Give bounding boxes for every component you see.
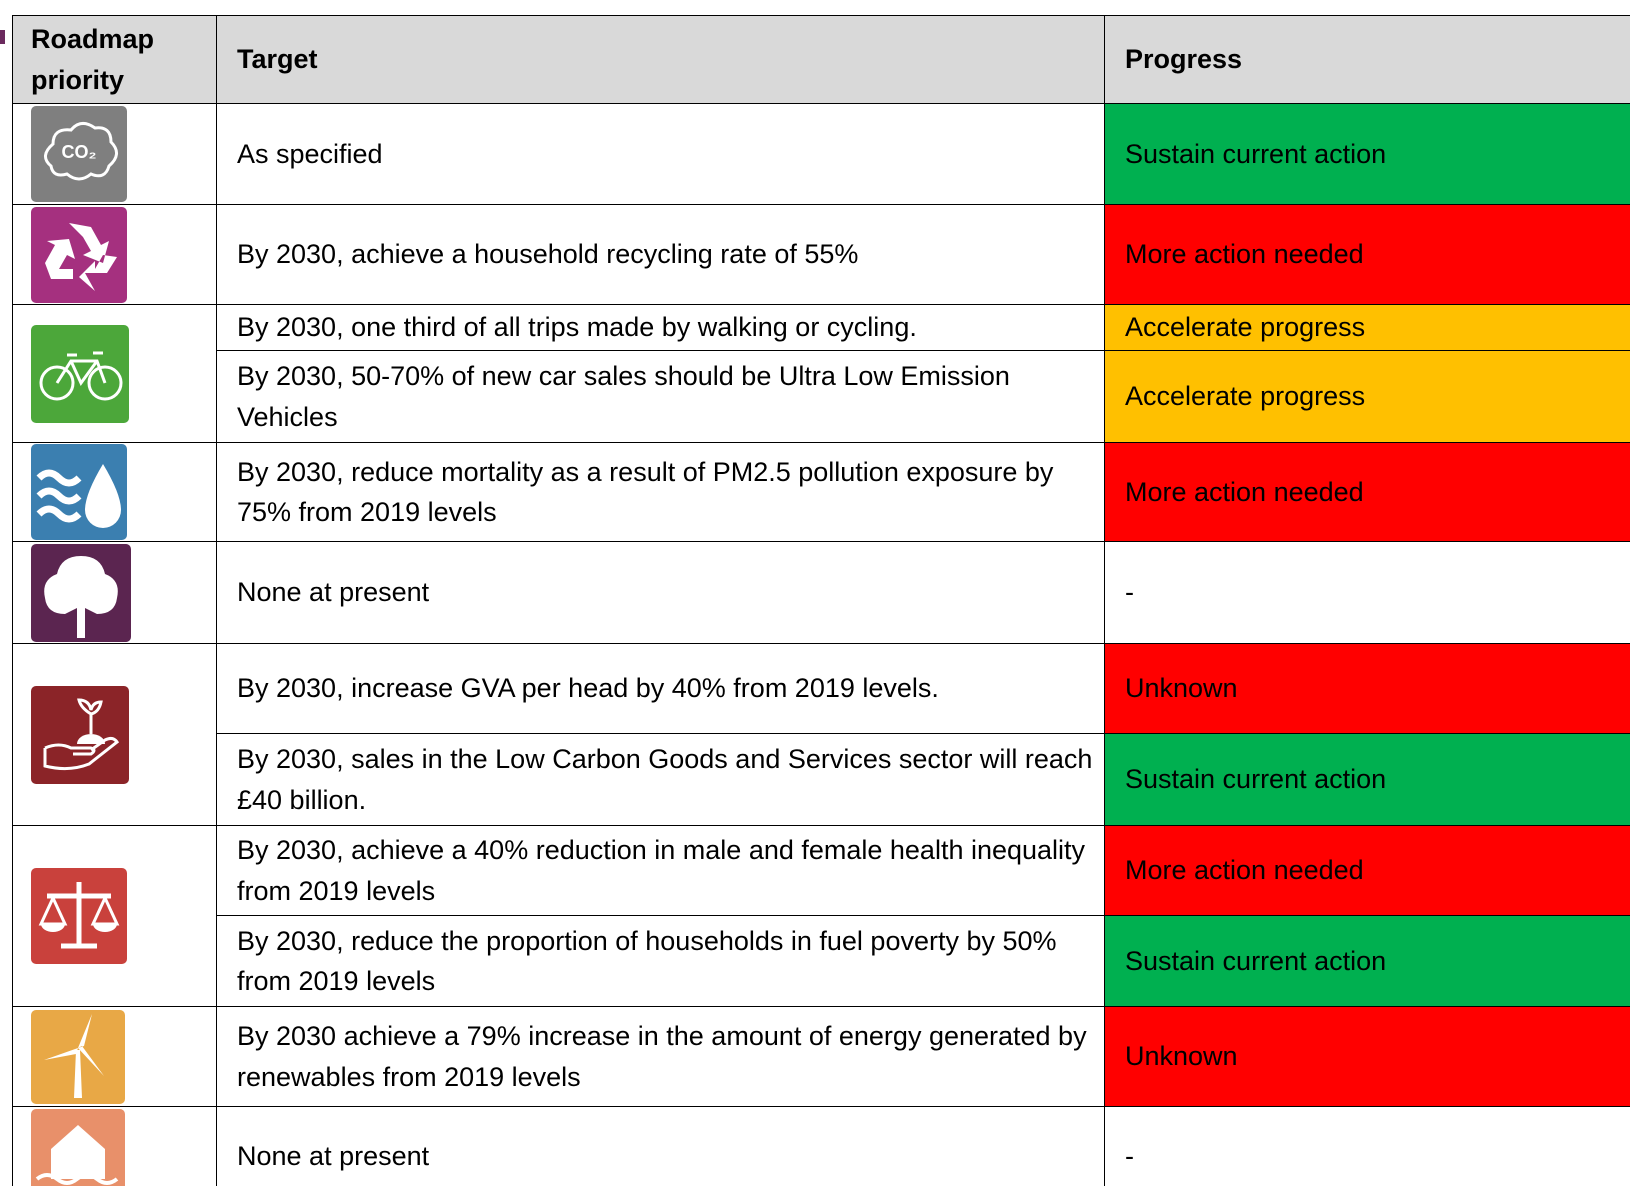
progress-cell: Sustain current action — [1104, 733, 1630, 826]
target-cell: By 2030, increase GVA per head by 40% fr… — [216, 643, 1105, 734]
row: By 2030, achieve a 40% reduction in male… — [12, 825, 1630, 1007]
row: By 2030, sales in the Low Carbon Goods a… — [13, 733, 1630, 826]
progress-cell: Unknown — [1104, 1006, 1630, 1107]
progress-cell: More action needed — [1104, 442, 1630, 542]
recycle-icon — [31, 206, 127, 303]
icon-cell — [12, 643, 217, 826]
row: By 2030, achieve a household recycling r… — [12, 204, 1630, 305]
progress-cell: Accelerate progress — [1104, 304, 1630, 351]
icon-cell — [12, 304, 217, 443]
header-cell: Roadmap priority — [12, 15, 217, 104]
target-cell: By 2030, 50-70% of new car sales should … — [216, 350, 1105, 443]
progress-cell: Sustain current action — [1104, 915, 1630, 1007]
target-cell: None at present — [216, 541, 1105, 644]
bike-icon — [31, 324, 129, 423]
progress-cell: Unknown — [1104, 643, 1630, 734]
progress-cell: - — [1104, 541, 1630, 644]
edge-mark — [0, 30, 5, 44]
equality-icon — [31, 868, 127, 964]
progress-cell: - — [1104, 1106, 1630, 1186]
row: By 2030, reduce the proportion of househ… — [13, 915, 1630, 1007]
flood-icon — [31, 1108, 125, 1186]
target-cell: By 2030, reduce the proportion of househ… — [216, 915, 1105, 1007]
wind-icon — [31, 1009, 125, 1104]
co2-icon: CO₂ — [31, 106, 127, 202]
target-cell: By 2030, achieve a household recycling r… — [216, 204, 1105, 305]
economy-icon — [31, 685, 129, 784]
progress-cell: More action needed — [1104, 204, 1630, 305]
row: None at present - — [12, 541, 1630, 644]
target-cell: By 2030, sales in the Low Carbon Goods a… — [216, 733, 1105, 826]
row: By 2030, reduce mortality as a result of… — [12, 442, 1630, 542]
air-water-icon — [31, 444, 127, 540]
row: By 2030, one third of all trips made by … — [12, 304, 1630, 443]
icon-cell — [12, 442, 217, 542]
header-cell: Target — [216, 15, 1105, 104]
icon-cell: CO₂ — [12, 103, 217, 205]
roadmap-table: Roadmap priority Target Progress CO₂ As … — [12, 15, 1630, 1186]
row: By 2030, increase GVA per head by 40% fr… — [12, 643, 1630, 826]
row: None at present - — [12, 1106, 1630, 1186]
progress-cell: More action needed — [1104, 825, 1630, 916]
target-cell: As specified — [216, 103, 1105, 205]
target-cell: By 2030, achieve a 40% reduction in male… — [216, 825, 1105, 916]
icon-cell — [12, 825, 217, 1007]
target-cell: None at present — [216, 1106, 1105, 1186]
target-cell: By 2030, reduce mortality as a result of… — [216, 442, 1105, 542]
header-cell: Progress — [1104, 15, 1630, 104]
header-row: Roadmap priority Target Progress — [12, 15, 1630, 104]
target-cell: By 2030, one third of all trips made by … — [216, 304, 1105, 351]
tree-icon — [31, 543, 131, 642]
icon-cell — [12, 1006, 217, 1107]
icon-cell — [12, 541, 217, 644]
row: By 2030, 50-70% of new car sales should … — [13, 350, 1630, 443]
progress-cell: Sustain current action — [1104, 103, 1630, 205]
row: By 2030 achieve a 79% increase in the am… — [12, 1006, 1630, 1107]
icon-cell — [12, 204, 217, 305]
progress-cell: Accelerate progress — [1104, 350, 1630, 443]
icon-cell — [12, 1106, 217, 1186]
svg-text:CO₂: CO₂ — [62, 142, 97, 162]
target-cell: By 2030 achieve a 79% increase in the am… — [216, 1006, 1105, 1107]
row: CO₂ As specified Sustain current action — [12, 103, 1630, 205]
